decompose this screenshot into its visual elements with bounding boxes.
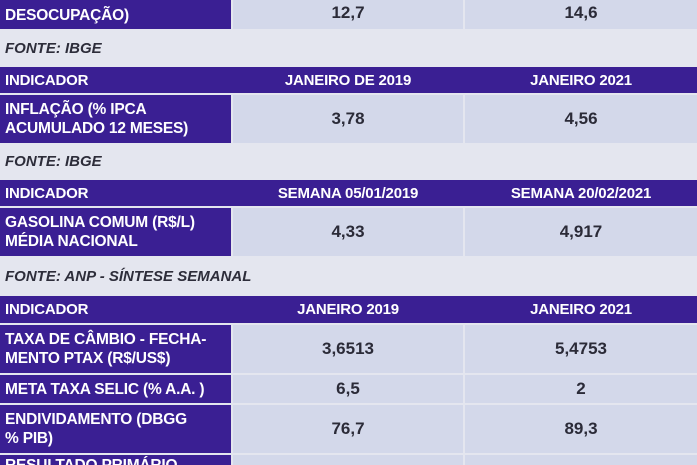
indicator-label-text: DESOCUPAÇÃO) xyxy=(5,7,129,24)
value-cell: 14,6 xyxy=(465,0,697,29)
header-col1: SEMANA 05/01/2019 xyxy=(277,184,419,202)
indicator-label: RESULTADO PRIMÁRIO xyxy=(0,455,231,465)
value-text: 14,6 xyxy=(564,3,598,22)
value-cell: 4,33 xyxy=(233,208,463,256)
table-row: GASOLINA COMUM (R$/L) MÉDIA NACIONAL 4,3… xyxy=(0,208,697,256)
indicator-label: META TAXA SELIC (% A.A. ) xyxy=(0,375,231,403)
indicator-label-line1: ENDIVIDAMENTO (DBGG xyxy=(5,411,187,428)
source-text: FONTE: IBGE xyxy=(5,39,102,57)
indicator-label-line2: MENTO PTAX (R$/US$) xyxy=(5,350,171,367)
source-text: FONTE: ANP - SÍNTESE SEMANAL xyxy=(5,267,252,285)
header-col2: JANEIRO 2021 xyxy=(530,71,632,89)
value-cell: 6,5 xyxy=(233,375,463,403)
indicator-label-line1: INFLAÇÃO (% IPCA xyxy=(5,101,147,118)
source-note: FONTE: ANP - SÍNTESE SEMANAL xyxy=(0,256,697,296)
indicator-label: TAXA DE CÂMBIO - FECHA- MENTO PTAX (R$/U… xyxy=(0,325,231,373)
value-cell: 4,56 xyxy=(465,95,697,143)
indicator-label-line2: MÉDIA NACIONAL xyxy=(5,233,138,250)
value-text: 12,7 xyxy=(331,3,365,22)
value-cell: 89,3 xyxy=(465,405,697,453)
table-header: INDICADOR SEMANA 05/01/2019 SEMANA 20/02… xyxy=(0,180,697,206)
indicator-label-line2: ACUMULADO 12 MESES) xyxy=(5,120,189,137)
source-note: FONTE: IBGE xyxy=(0,143,697,180)
value-cell: 3,6513 xyxy=(233,325,463,373)
source-note: FONTE: IBGE xyxy=(0,29,697,67)
header-indicator: INDICADOR xyxy=(5,184,89,202)
indicator-label: GASOLINA COMUM (R$/L) MÉDIA NACIONAL xyxy=(0,208,231,256)
table-header: INDICADOR JANEIRO DE 2019 JANEIRO 2021 xyxy=(0,67,697,93)
indicator-label-line2: % PIB) xyxy=(5,430,53,447)
value-cell: 5,4753 xyxy=(465,325,697,373)
indicator-label-line1: TAXA DE CÂMBIO - FECHA- xyxy=(5,331,207,348)
table-row: INFLAÇÃO (% IPCA ACUMULADO 12 MESES) 3,7… xyxy=(0,95,697,143)
value-cell xyxy=(465,455,697,465)
header-indicator: INDICADOR xyxy=(5,71,89,89)
table-header: INDICADOR JANEIRO 2019 JANEIRO 2021 xyxy=(0,296,697,323)
value-cell: 4,917 xyxy=(465,208,697,256)
value-cell xyxy=(233,455,463,465)
indicator-label: DESOCUPAÇÃO) xyxy=(0,0,231,29)
source-text: FONTE: IBGE xyxy=(5,153,102,170)
indicator-label-line1: GASOLINA COMUM (R$/L) xyxy=(5,214,195,231)
header-col1: JANEIRO DE 2019 xyxy=(284,71,412,89)
table-row: META TAXA SELIC (% A.A. ) 6,5 2 xyxy=(0,375,697,403)
value-cell: 2 xyxy=(465,375,697,403)
table-row: DESOCUPAÇÃO) 12,7 14,6 xyxy=(0,0,697,29)
indicator-label: ENDIVIDAMENTO (DBGG % PIB) xyxy=(0,405,231,453)
table-row: TAXA DE CÂMBIO - FECHA- MENTO PTAX (R$/U… xyxy=(0,325,697,373)
value-cell: 76,7 xyxy=(233,405,463,453)
header-col2: JANEIRO 2021 xyxy=(530,301,632,318)
table-row: RESULTADO PRIMÁRIO xyxy=(0,455,697,465)
header-col2: SEMANA 20/02/2021 xyxy=(510,184,652,202)
table-row: ENDIVIDAMENTO (DBGG % PIB) 76,7 89,3 xyxy=(0,405,697,453)
value-cell: 3,78 xyxy=(233,95,463,143)
header-col1: JANEIRO 2019 xyxy=(297,301,399,318)
value-cell: 12,7 xyxy=(233,0,463,29)
header-indicator: INDICADOR xyxy=(5,301,89,318)
indicator-label: INFLAÇÃO (% IPCA ACUMULADO 12 MESES) xyxy=(0,95,231,143)
